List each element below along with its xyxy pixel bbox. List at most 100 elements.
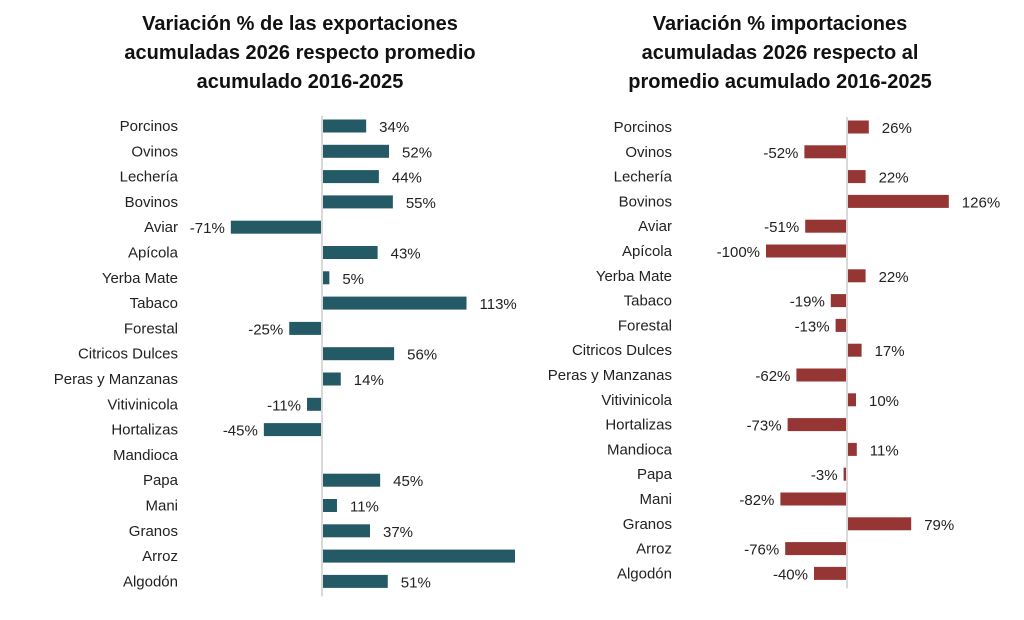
imports-data-label: 79% [924,517,954,534]
exports-data-label: 56% [407,347,437,364]
exports-bar [323,119,367,133]
imports-data-label: -52% [763,145,798,162]
exports-bar [323,347,395,361]
imports-category-label: Lechería [614,169,673,186]
imports-data-label: 17% [875,343,905,360]
imports-data-label: -3% [811,467,838,484]
imports-data-label: 26% [882,120,912,137]
exports-category-label: Ovinos [131,143,178,160]
imports-data-label: -13% [795,318,830,335]
exports-data-label: 5% [342,271,364,288]
exports-data-label: 52% [402,144,432,161]
imports-data-label: -19% [790,294,825,311]
exports-bar [230,220,321,234]
imports-category-label: Hortalizas [605,417,672,434]
exports-bar [323,296,467,310]
exports-category-label: Citricos Dulces [78,346,178,363]
exports-bar [323,549,515,563]
exports-category-label: Papa [143,472,179,489]
exports-data-label: 55% [406,195,436,212]
exports-data-label: 44% [392,170,422,187]
imports-bar [848,343,862,357]
imports-data-label: -100% [717,244,760,261]
imports-bar [804,145,846,159]
exports-title-line-2: acumuladas 2026 respecto promedio [124,42,476,64]
exports-data-label: -71% [190,220,225,237]
imports-data-label: -40% [773,566,808,583]
exports-data-label: 11% [350,499,379,516]
exports-category-label: Mani [145,498,178,515]
exports-bar [289,321,321,335]
exports-category-label: Yerba Mate [102,270,178,287]
imports-title-line-2: acumuladas 2026 respecto al [641,42,919,64]
imports-category-label: Citricos Dulces [572,342,672,359]
imports-bar [848,517,912,531]
imports-bar [814,566,846,580]
exports-data-label: 34% [379,119,409,136]
imports-category-label: Peras y Manzanas [548,367,672,384]
exports-category-label: Tabaco [130,295,178,312]
exports-category-label: Peras y Manzanas [54,371,178,388]
imports-data-label: -62% [755,368,790,385]
exports-chart-title: Variación % de las exportaciones acumula… [70,10,530,97]
imports-category-label: Apícola [622,243,673,260]
exports-category-label: Forestal [124,320,178,337]
imports-bar [830,294,846,308]
exports-bar [323,524,370,538]
imports-bar [796,368,846,382]
exports-data-label: 43% [391,246,421,263]
imports-data-label: 10% [869,393,899,410]
exports-data-label: -45% [223,423,258,440]
imports-category-label: Mani [639,491,672,508]
imports-bar [805,219,846,233]
exports-category-label: Hortalizas [111,422,178,439]
imports-bar [848,442,857,456]
exports-bar [307,397,321,411]
imports-data-label: -51% [764,219,799,236]
exports-category-label: Mandioca [113,447,179,464]
exports-title-line-3: acumulado 2016-2025 [196,71,404,93]
imports-category-label: Granos [623,516,672,533]
imports-bar [785,542,846,556]
imports-category-label: Porcinos [614,119,672,136]
imports-bar [780,492,846,506]
imports-category-label: Ovinos [625,144,672,161]
imports-category-label: Arroz [636,541,672,558]
exports-data-label: 37% [383,524,413,541]
imports-category-label: Algodón [617,565,672,582]
exports-data-label: -25% [248,321,283,338]
imports-bar-chart: Porcinos 26% Ovinos -52% Lechería 22% Bovinos 1… [548,117,1000,589]
exports-category-label: Lechería [120,169,179,186]
exports-category-label: Granos [129,523,178,540]
exports-bar-chart: Porcinos 34% Ovinos 52% Lechería 44% Bovinos 55… [54,116,517,597]
imports-bar [848,269,866,283]
imports-data-label: 22% [879,170,909,187]
exports-bar [263,423,321,437]
exports-category-label: Bovinos [125,194,178,211]
imports-bar [848,194,949,208]
exports-bar [323,246,378,259]
exports-data-label: 51% [401,574,431,591]
exports-data-label: 45% [393,473,423,490]
exports-bar [323,195,393,209]
exports-bar [323,499,337,512]
exports-title-line-1: Variación % de las exportaciones [142,13,458,35]
imports-category-label: Forestal [618,317,672,334]
imports-category-label: Mandioca [607,441,673,458]
exports-bar [323,372,341,386]
exports-data-label: 14% [354,372,384,389]
imports-category-label: Vitivinicola [601,392,672,409]
imports-bar [848,393,856,407]
imports-bar [835,318,846,332]
imports-chart-title: Variación % importaciones acumuladas 202… [560,10,1000,97]
imports-category-label: Papa [637,466,673,483]
exports-data-label: -11% [267,397,301,414]
imports-data-label: -73% [747,418,782,435]
imports-data-label: -76% [744,542,779,559]
imports-category-label: Yerba Mate [596,268,672,285]
imports-bar [787,418,846,432]
exports-category-label: Aviar [144,219,178,236]
imports-data-label: 11% [870,442,899,459]
exports-bar [323,144,390,158]
